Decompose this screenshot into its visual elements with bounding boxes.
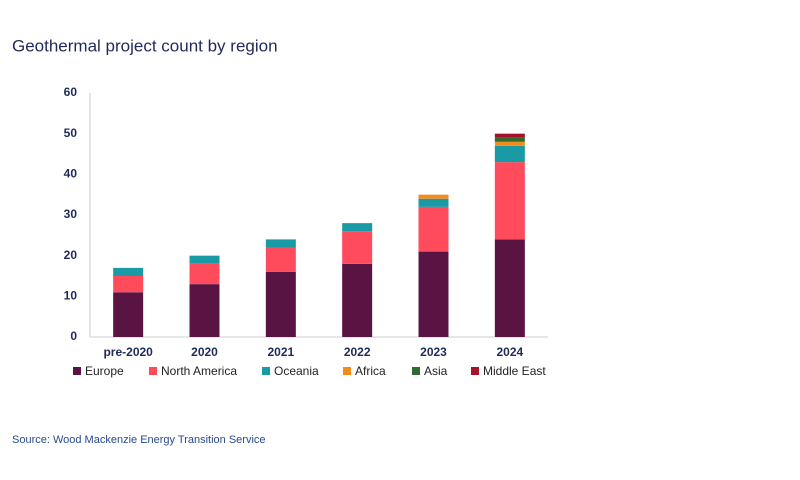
legend-label: Europe <box>85 364 124 378</box>
bar-segment <box>418 194 449 199</box>
bar-segment <box>494 141 525 146</box>
bar-segment <box>265 271 296 337</box>
bar-segment <box>494 137 525 142</box>
legend-label: Middle East <box>483 364 546 378</box>
y-tick-label: 40 <box>64 167 78 181</box>
legend-swatch <box>343 367 351 375</box>
x-tick-label: 2020 <box>191 345 218 359</box>
bar-segment <box>113 292 144 337</box>
legend-label: North America <box>161 364 237 378</box>
bar-segment <box>189 284 220 337</box>
x-tick-label: pre-2020 <box>103 345 153 359</box>
bar-segment <box>189 263 220 285</box>
y-tick-label: 50 <box>64 126 78 140</box>
y-tick-label: 30 <box>64 207 78 221</box>
legend-label: Asia <box>424 364 448 378</box>
y-tick-label: 60 <box>64 85 78 99</box>
bar-segment <box>418 198 449 207</box>
y-tick-label: 10 <box>64 289 78 303</box>
bar-segment <box>113 276 144 293</box>
x-tick-label: 2024 <box>496 345 523 359</box>
legend-label: Oceania <box>274 364 319 378</box>
bar-segment <box>342 231 373 264</box>
legend-swatch <box>412 367 420 375</box>
legend-label: Africa <box>355 364 386 378</box>
chart-title: Geothermal project count by region <box>12 36 278 55</box>
y-tick-label: 20 <box>64 248 78 262</box>
legend-swatch <box>73 367 81 375</box>
bar-segment <box>265 247 296 272</box>
bar-segment <box>113 267 144 276</box>
bar-segment <box>342 263 373 337</box>
bar-segment <box>418 206 449 252</box>
bar-segment <box>342 223 373 232</box>
bar-segment <box>494 239 525 337</box>
legend-swatch <box>262 367 270 375</box>
legend-swatch <box>149 367 157 375</box>
bar-segment <box>265 239 296 248</box>
bar-segment <box>494 133 525 138</box>
x-tick-label: 2023 <box>420 345 447 359</box>
legend-swatch <box>471 367 479 375</box>
x-tick-label: 2021 <box>267 345 294 359</box>
bar-segment <box>418 251 449 337</box>
y-tick-label: 0 <box>70 329 77 343</box>
bar-segment <box>494 162 525 240</box>
bar-segment <box>494 145 525 163</box>
source-note: Source: Wood Mackenzie Energy Transition… <box>12 434 266 446</box>
bar-segment <box>189 255 220 264</box>
x-tick-label: 2022 <box>344 345 371 359</box>
